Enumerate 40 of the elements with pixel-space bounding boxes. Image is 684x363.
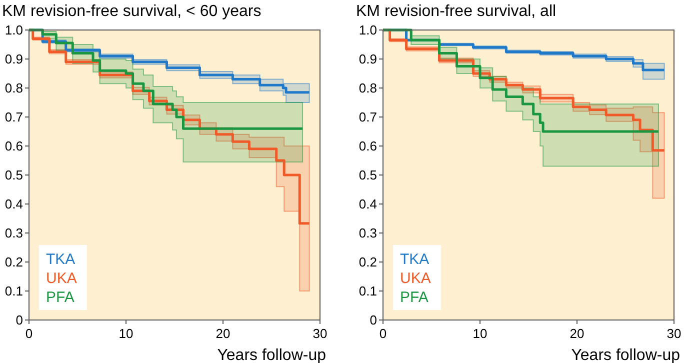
y-tick-label: 0.7 [358, 110, 377, 125]
x-tick-label: 0 [379, 326, 387, 341]
y-tick-label: 0.8 [4, 80, 23, 96]
y-tick-label: 0 [370, 312, 377, 328]
y-tick-label: 0.5 [4, 168, 23, 183]
y-tick-label: 0.4 [4, 196, 23, 212]
y-tick-label: 0.9 [358, 52, 377, 67]
text: TKA [400, 251, 430, 268]
x-tick-label: 20 [570, 326, 584, 341]
x-tick-label: 30 [666, 326, 682, 341]
y-tick-label: 0 [16, 312, 23, 328]
y-tick-label: 0.5 [358, 168, 377, 183]
y-tick-label: 0.9 [4, 52, 23, 67]
x-axis-title: Years follow-up [217, 347, 326, 363]
x-tick-label: 30 [312, 326, 328, 341]
chart-title: KM revision-free survival, all [356, 3, 556, 20]
x-tick-label: 0 [25, 326, 33, 341]
text: UKA [46, 270, 77, 287]
y-tick-label: 1.0 [358, 22, 377, 38]
x-tick-label: 10 [472, 326, 488, 341]
y-tick-label: 0.2 [358, 254, 377, 270]
text: UKA [400, 270, 431, 287]
y-tick-label: 0.7 [4, 110, 23, 125]
y-tick-label: 0.6 [358, 138, 377, 154]
y-tick-label: 0.1 [4, 284, 23, 299]
text: TKA [46, 251, 76, 268]
y-tick-label: 0.3 [358, 226, 377, 241]
y-tick-label: 1.0 [4, 22, 23, 38]
y-tick-label: 0.3 [4, 226, 23, 241]
y-tick-label: 0.8 [358, 80, 377, 96]
text: PFA [400, 289, 428, 306]
y-tick-label: 0.2 [4, 254, 23, 270]
x-axis-title: Years follow-up [571, 347, 680, 363]
y-tick-label: 0.1 [358, 284, 377, 299]
text: PFA [46, 289, 74, 306]
chart-title: KM revision-free survival, < 60 years [2, 3, 262, 20]
y-tick-label: 0.6 [4, 138, 23, 154]
y-tick-label: 0.4 [358, 196, 377, 212]
x-tick-label: 20 [216, 326, 230, 341]
x-tick-label: 10 [118, 326, 134, 341]
